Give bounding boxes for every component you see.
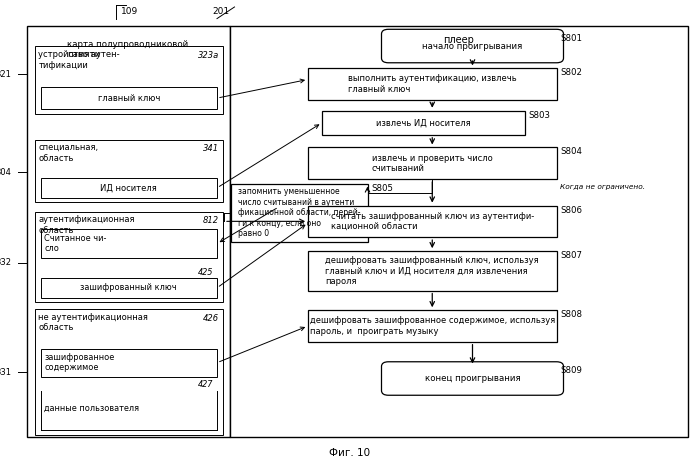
- Text: S807: S807: [560, 251, 582, 260]
- Text: 812: 812: [203, 216, 219, 225]
- Text: устройство аутен-
тификации: устройство аутен- тификации: [38, 50, 120, 70]
- Text: главный ключ: главный ключ: [97, 93, 160, 103]
- FancyBboxPatch shape: [308, 206, 556, 237]
- Text: 425: 425: [198, 268, 214, 277]
- Text: 323a: 323a: [198, 51, 219, 60]
- Text: зашифрованное
содержимое: зашифрованное содержимое: [44, 353, 114, 372]
- FancyBboxPatch shape: [41, 178, 217, 198]
- FancyBboxPatch shape: [308, 251, 556, 291]
- FancyBboxPatch shape: [382, 29, 564, 63]
- FancyBboxPatch shape: [322, 111, 525, 135]
- FancyBboxPatch shape: [230, 26, 688, 437]
- FancyBboxPatch shape: [35, 46, 223, 114]
- FancyBboxPatch shape: [41, 278, 217, 298]
- Text: S809: S809: [560, 366, 582, 375]
- FancyBboxPatch shape: [41, 349, 217, 377]
- Text: зашифрованный ключ: зашифрованный ключ: [80, 283, 177, 292]
- Text: Фиг. 10: Фиг. 10: [330, 448, 370, 458]
- Text: 427: 427: [198, 380, 214, 389]
- Text: Когда не ограничено.: Когда не ограничено.: [560, 184, 645, 190]
- Text: извлечь ИД носителя: извлечь ИД носителя: [376, 118, 471, 127]
- Text: S806: S806: [560, 206, 582, 214]
- Text: S804: S804: [560, 147, 582, 156]
- Text: 426: 426: [203, 314, 219, 323]
- Text: S803: S803: [528, 111, 550, 120]
- Text: 341: 341: [203, 144, 219, 153]
- Text: 201: 201: [212, 7, 229, 16]
- Text: S801: S801: [560, 34, 582, 43]
- Text: не аутентификационная
область: не аутентификационная область: [38, 313, 148, 332]
- Text: S805: S805: [371, 184, 393, 193]
- FancyBboxPatch shape: [27, 26, 230, 437]
- Text: Считанное чи-
сло: Считанное чи- сло: [44, 234, 106, 253]
- Text: аутентификационная
область: аутентификационная область: [38, 215, 135, 235]
- Text: плеер: плеер: [443, 35, 475, 45]
- Text: начало проигрывания: начало проигрывания: [422, 41, 523, 51]
- Text: 304: 304: [0, 167, 11, 177]
- Text: дешифровать зашифрованное содержимое, используя
пароль, и  проиграть музыку: дешифровать зашифрованное содержимое, ис…: [309, 316, 555, 336]
- Text: карта полупроводниковой
памяти: карта полупроводниковой памяти: [67, 40, 189, 59]
- FancyBboxPatch shape: [41, 229, 217, 258]
- FancyBboxPatch shape: [308, 68, 556, 100]
- FancyBboxPatch shape: [35, 140, 223, 202]
- Text: 331: 331: [0, 367, 11, 377]
- Text: S808: S808: [560, 310, 582, 319]
- FancyBboxPatch shape: [231, 184, 368, 242]
- Text: конец проигрывания: конец проигрывания: [425, 374, 520, 383]
- FancyBboxPatch shape: [35, 309, 223, 435]
- FancyBboxPatch shape: [308, 147, 556, 179]
- Text: запомнить уменьшенное
число считываний в аутенти
фикационной области, перей-
ги : запомнить уменьшенное число считываний в…: [238, 187, 360, 238]
- Text: данные пользователя: данные пользователя: [44, 404, 139, 413]
- Text: ИД носителя: ИД носителя: [100, 183, 158, 193]
- FancyBboxPatch shape: [41, 87, 217, 109]
- Text: S802: S802: [560, 68, 582, 77]
- FancyBboxPatch shape: [308, 310, 556, 342]
- Text: считать зашифрованный ключ из аутентифи-
кационной области: считать зашифрованный ключ из аутентифи-…: [330, 212, 534, 231]
- Text: специальная,
область: специальная, область: [38, 143, 99, 163]
- FancyBboxPatch shape: [35, 212, 223, 302]
- Text: 332: 332: [0, 258, 11, 267]
- Text: 321: 321: [0, 70, 11, 79]
- Text: извлечь и проверить число
считываний: извлечь и проверить число считываний: [372, 153, 493, 173]
- Text: дешифровать зашифрованный ключ, используя
главный ключ и ИД носителя для извлече: дешифровать зашифрованный ключ, использу…: [326, 256, 539, 286]
- Text: 109: 109: [121, 7, 138, 16]
- FancyBboxPatch shape: [382, 362, 564, 395]
- Text: выполнить аутентификацию, извлечь
главный ключ: выполнить аутентификацию, извлечь главны…: [348, 74, 517, 94]
